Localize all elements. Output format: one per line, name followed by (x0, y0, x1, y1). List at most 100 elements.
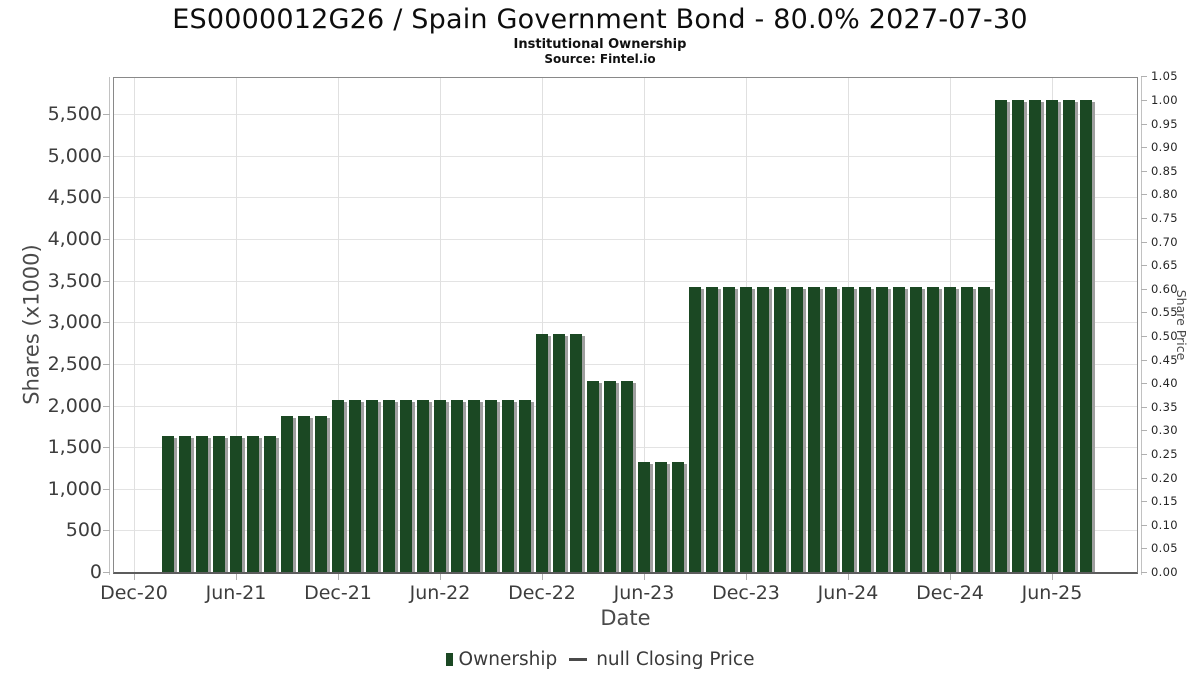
x-gridline (338, 78, 339, 572)
ownership-bar[interactable] (757, 286, 769, 572)
y2-axis-tick (1141, 76, 1147, 78)
ownership-bar[interactable] (791, 286, 803, 572)
ownership-bar[interactable] (961, 286, 973, 572)
ownership-bar[interactable] (1029, 100, 1041, 572)
y2-axis-tick (1141, 548, 1147, 550)
y2-axis-tick-label: 1.00 (1151, 93, 1178, 107)
y-axis-tick (103, 530, 110, 532)
y2-axis-tick (1141, 454, 1147, 455)
ownership-bar[interactable] (706, 286, 718, 572)
ownership-bar[interactable] (298, 415, 310, 572)
y2-axis-tick (1141, 477, 1147, 479)
x-gridline (236, 78, 237, 572)
ownership-bar[interactable] (417, 399, 429, 572)
ownership-bar[interactable] (978, 286, 990, 572)
ownership-bar[interactable] (774, 286, 786, 572)
ownership-bar[interactable] (179, 435, 191, 572)
y2-axis-tick-label: 0.00 (1151, 565, 1178, 579)
ownership-bar[interactable] (553, 333, 565, 572)
ownership-bar[interactable] (638, 462, 650, 572)
x-axis-tick (542, 574, 543, 580)
y-axis-tick-label: 2,000 (47, 394, 102, 417)
ownership-bar[interactable] (502, 399, 514, 572)
y2-axis-tick-label: 0.40 (1151, 376, 1178, 391)
ownership-bar[interactable] (740, 286, 752, 572)
y2-axis-tick (1141, 406, 1147, 408)
ownership-bar[interactable] (230, 435, 242, 572)
ownership-bar[interactable] (570, 333, 582, 572)
y2-axis-tick (1141, 265, 1147, 267)
ownership-bar[interactable] (910, 286, 922, 572)
ownership-bar[interactable] (196, 435, 208, 572)
y2-axis-tick (1141, 194, 1147, 196)
x-axis-tick-label: Jun-21 (205, 582, 267, 604)
ownership-bar[interactable] (468, 399, 480, 572)
ownership-bar[interactable] (213, 435, 225, 572)
legend-item-ownership[interactable]: Ownership (445, 648, 558, 670)
y2-axis-tick (1141, 524, 1147, 526)
ownership-bar[interactable] (247, 435, 259, 572)
ownership-bar[interactable] (944, 286, 956, 572)
x-axis-tick (440, 574, 441, 580)
y2-axis-tick (1141, 123, 1147, 125)
ownership-bar[interactable] (162, 435, 174, 572)
ownership-bar[interactable] (400, 399, 412, 572)
ownership-bar[interactable] (859, 286, 871, 572)
ownership-bar[interactable] (281, 415, 293, 572)
ownership-bar[interactable] (1063, 100, 1075, 572)
y2-axis-tick-label: 0.30 (1151, 423, 1178, 438)
ownership-bar[interactable] (655, 462, 667, 572)
y2-axis-tick (1141, 430, 1147, 432)
y2-axis-tick-label: 0.55 (1151, 305, 1178, 320)
ownership-bar[interactable] (893, 286, 905, 572)
ownership-bar[interactable] (825, 286, 837, 572)
ownership-bar[interactable] (995, 100, 1007, 572)
ownership-bar[interactable] (621, 381, 633, 572)
ownership-swatch-icon (445, 652, 453, 666)
x-axis-title: Date (600, 606, 651, 630)
ownership-bar[interactable] (587, 381, 599, 572)
x-gridline (134, 78, 135, 572)
x-axis-tick-label: Dec-23 (712, 582, 780, 604)
ownership-bar[interactable] (485, 399, 497, 572)
legend-item-closing-price[interactable]: null Closing Price (557, 649, 754, 670)
ownership-bar[interactable] (689, 286, 701, 572)
y2-axis-tick (1141, 241, 1147, 243)
y2-axis-tick (1141, 572, 1147, 573)
ownership-bar[interactable] (808, 286, 820, 572)
y-axis-tick (103, 322, 110, 324)
legend-ownership-label: Ownership (458, 648, 558, 670)
chart-subtitle: Institutional Ownership (513, 37, 687, 52)
ownership-bar[interactable] (1012, 100, 1024, 572)
ownership-bar[interactable] (366, 399, 378, 572)
ownership-bar[interactable] (383, 399, 395, 572)
y2-axis-tick (1141, 383, 1147, 385)
ownership-bar[interactable] (519, 399, 531, 572)
x-axis-tick-label: Dec-20 (100, 582, 168, 604)
ownership-bar[interactable] (604, 381, 616, 572)
ownership-bar[interactable] (927, 286, 939, 572)
ownership-bar[interactable] (536, 333, 548, 572)
x-axis-tick-label: Dec-24 (916, 582, 984, 604)
x-axis-tick-label: Dec-22 (508, 582, 576, 604)
y-gridline (114, 155, 1137, 157)
ownership-bar[interactable] (434, 399, 446, 572)
y-axis-tick (103, 488, 110, 490)
ownership-bar[interactable] (332, 399, 344, 572)
y2-axis-tick (1141, 170, 1147, 172)
y-axis-tick-label: 3,500 (47, 269, 102, 292)
ownership-bar[interactable] (672, 462, 684, 572)
ownership-bar[interactable] (1046, 100, 1058, 572)
ownership-bar[interactable] (315, 415, 327, 572)
ownership-bar[interactable] (1080, 100, 1092, 572)
y-axis-tick-label: 5,500 (47, 103, 102, 126)
y-axis-tick-label: 4,500 (47, 186, 102, 209)
ownership-bar[interactable] (876, 286, 888, 572)
ownership-bar[interactable] (723, 286, 735, 572)
ownership-bar[interactable] (349, 399, 361, 572)
plot-area (113, 77, 1138, 574)
ownership-bar[interactable] (451, 399, 463, 572)
ownership-bar[interactable] (264, 435, 276, 572)
ownership-bar[interactable] (842, 286, 854, 572)
